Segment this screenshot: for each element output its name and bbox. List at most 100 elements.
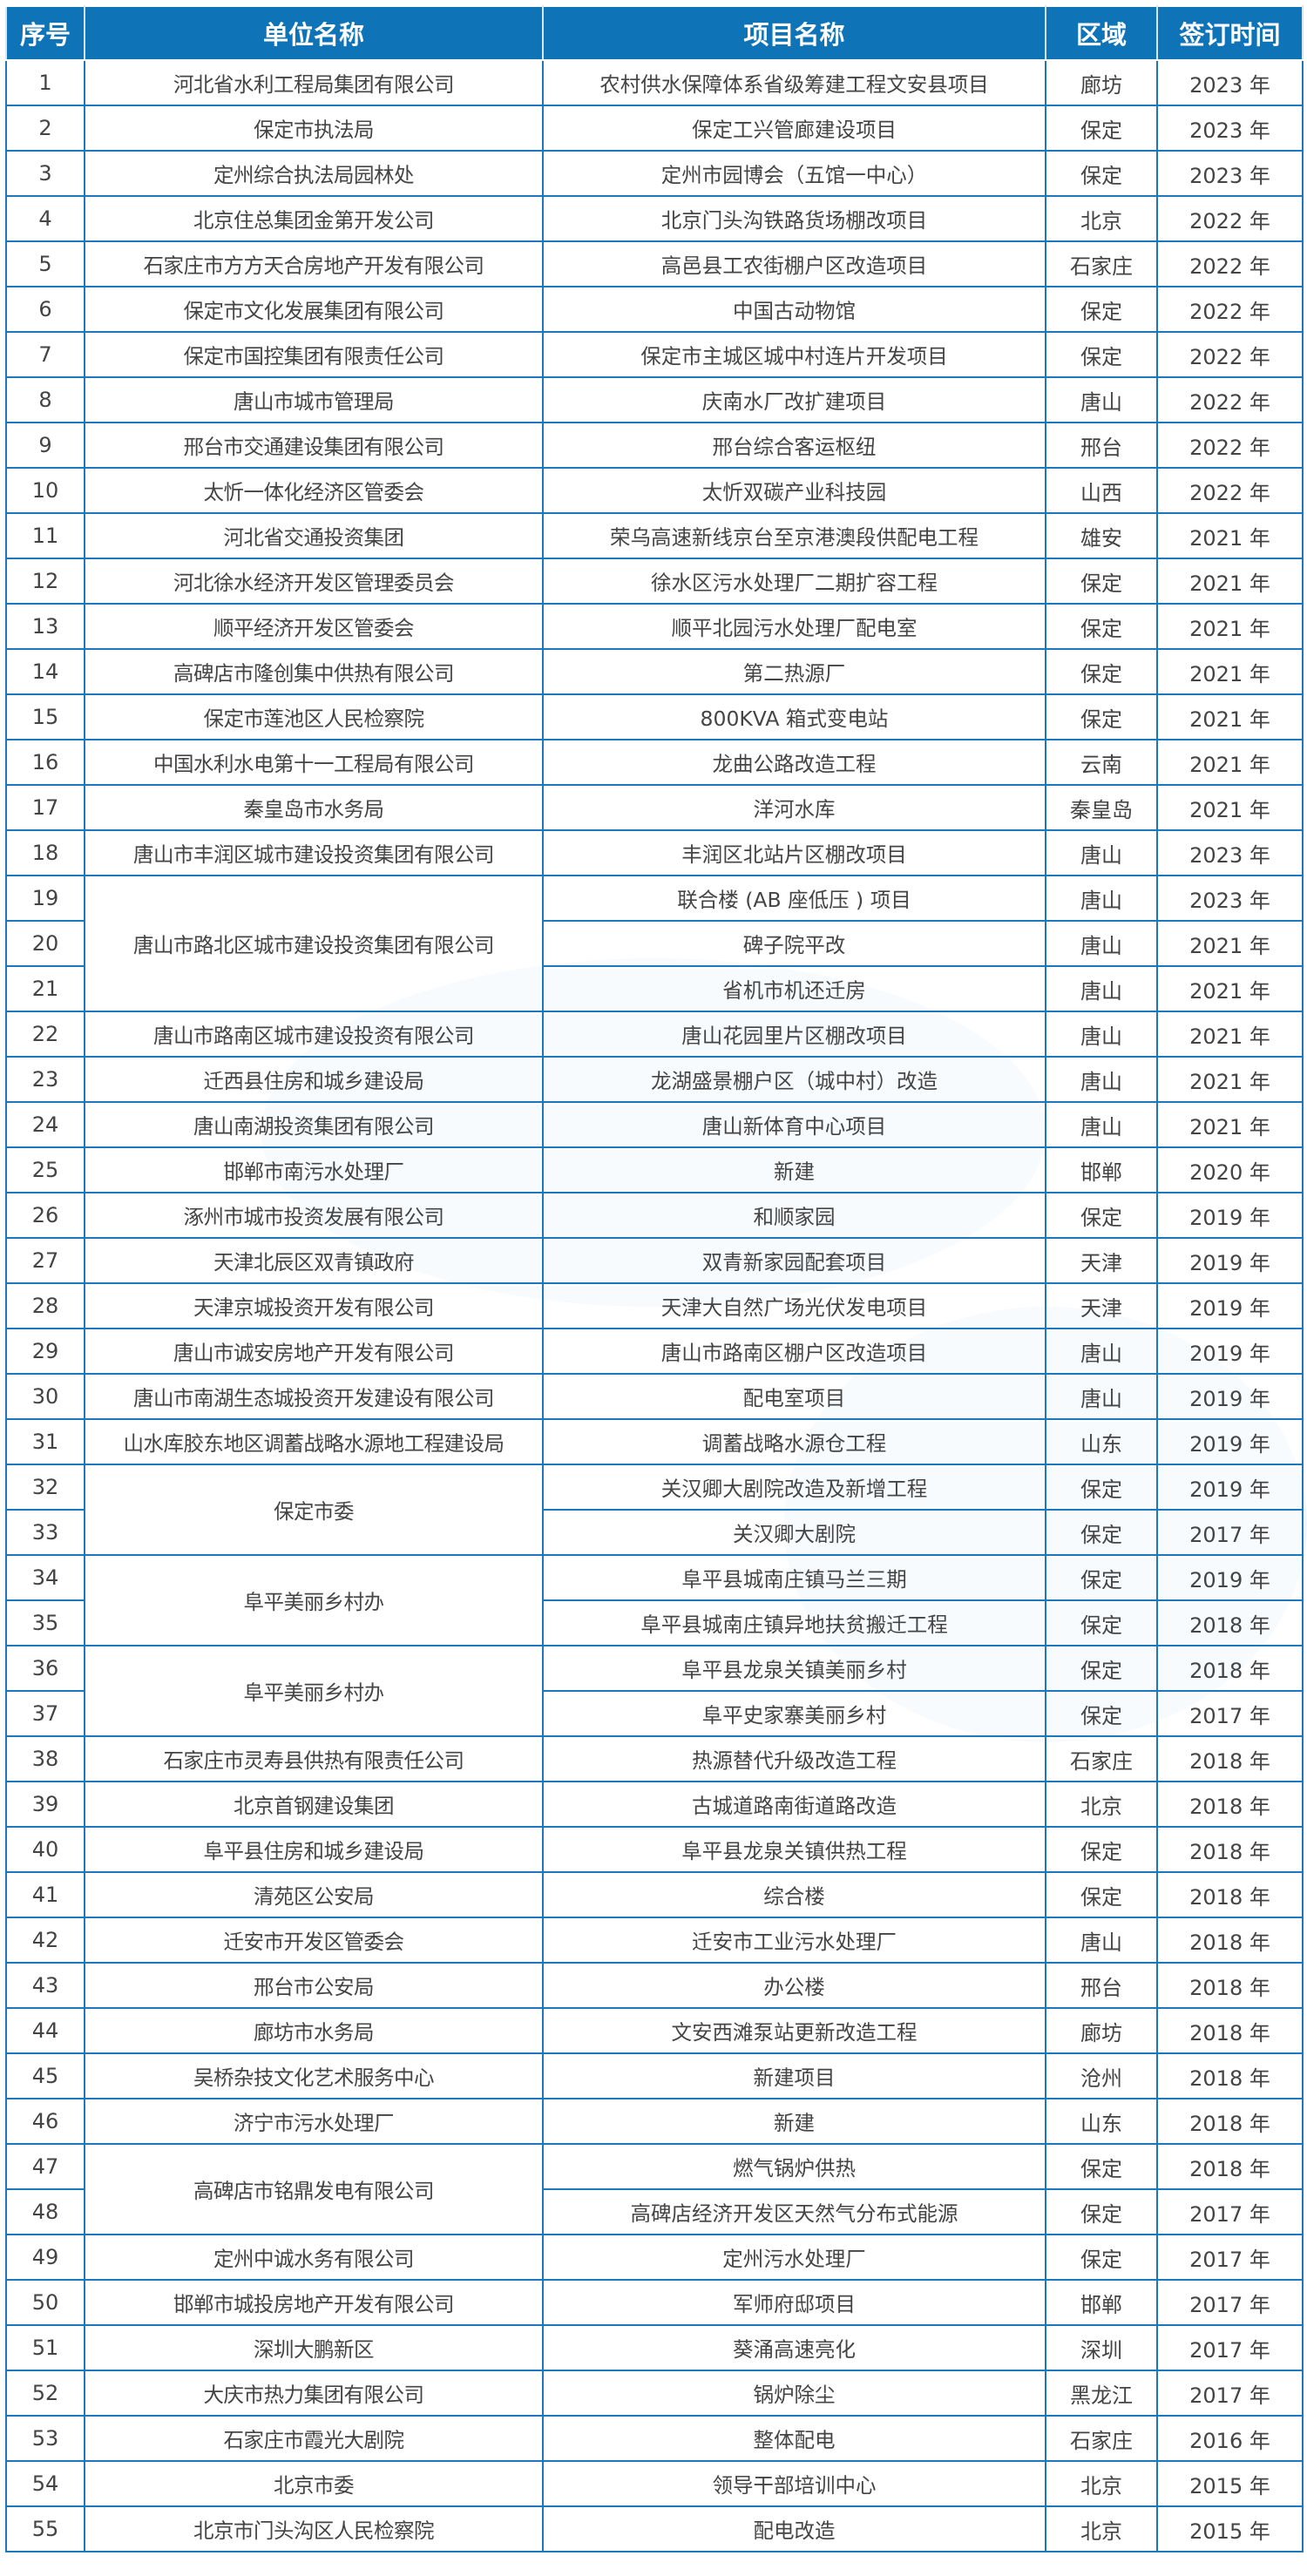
region-cell: 唐山 [1045, 829, 1158, 876]
unit-name-cell: 唐山市城市管理局 [84, 376, 544, 423]
region-cell: 邢台 [1045, 1962, 1158, 2009]
table-row: 4 北京住总集团金第开发公司 北京门头沟铁路货场棚改项目 北京 2022 年 [5, 195, 1304, 242]
table-row: 7 保定市国控集团有限责任公司 保定市主城区城中村连片开发项目 保定 2022 年 [5, 331, 1304, 378]
project-name-cell: 徐水区污水处理厂二期扩容工程 [542, 558, 1046, 605]
row-number: 15 [5, 693, 85, 740]
region-cell: 唐山 [1045, 376, 1158, 423]
row-number: 28 [5, 1282, 85, 1329]
project-name-cell: 配电改造 [542, 2505, 1046, 2552]
row-number: 25 [5, 1146, 85, 1193]
project-name-cell: 整体配电 [542, 2415, 1046, 2462]
project-name-cell: 中国古动物馆 [542, 286, 1046, 333]
signing-date-cell: 2018 年 [1156, 1917, 1304, 1964]
table-row: 53 石家庄市霞光大剧院 整体配电 石家庄 2016 年 [5, 2415, 1304, 2462]
signing-date-cell: 2022 年 [1156, 376, 1304, 423]
region-cell: 保定 [1045, 2234, 1158, 2281]
region-cell: 雄安 [1045, 512, 1158, 559]
row-number: 13 [5, 603, 85, 650]
unit-name-cell: 吴桥杂技文化艺术服务中心 [84, 2052, 544, 2099]
table-row: 18 唐山市丰润区城市建设投资集团有限公司 丰润区北站片区棚改项目 唐山 2023 年 [5, 829, 1304, 876]
signing-date-cell: 2023 年 [1156, 105, 1304, 152]
project-name-cell: 关汉卿大剧院改造及新增工程 [542, 1464, 1046, 1511]
region-cell: 黑龙江 [1045, 2370, 1158, 2417]
project-name-cell: 配电室项目 [542, 1373, 1046, 1420]
unit-name-cell: 高碑店市铭鼎发电有限公司 [84, 2143, 544, 2235]
signing-date-cell: 2016 年 [1156, 2415, 1304, 2462]
project-name-cell: 古城道路南街道路改造 [542, 1781, 1046, 1828]
unit-name-cell: 清苑区公安局 [84, 1871, 544, 1918]
table-row: 1 河北省水利工程局集团有限公司 农村供水保障体系省级筹建工程文安县项目 廊坊 2023… [5, 59, 1304, 106]
project-name-cell: 北京门头沟铁路货场棚改项目 [542, 195, 1046, 242]
signing-date-cell: 2023 年 [1156, 150, 1304, 197]
project-name-cell: 龙曲公路改造工程 [542, 739, 1046, 786]
region-cell: 保定 [1045, 150, 1158, 197]
unit-name-cell: 廊坊市水务局 [84, 2007, 544, 2054]
project-name-cell: 定州污水处理厂 [542, 2234, 1046, 2281]
unit-name-cell: 天津京城投资开发有限公司 [84, 1282, 544, 1329]
region-cell: 唐山 [1045, 920, 1158, 967]
unit-name-cell: 大庆市热力集团有限公司 [84, 2370, 544, 2417]
project-name-cell: 定州市园博会（五馆一中心） [542, 150, 1046, 197]
row-number: 44 [5, 2007, 85, 2054]
region-cell: 保定 [1045, 1554, 1158, 1601]
project-name-cell: 洋河水库 [542, 784, 1046, 831]
table-row: 15 保定市莲池区人民检察院 800KVA 箱式变电站 保定 2021 年 [5, 693, 1304, 740]
row-number: 35 [5, 1599, 85, 1646]
signing-date-cell: 2018 年 [1156, 2007, 1304, 2054]
project-name-cell: 新建项目 [542, 2052, 1046, 2099]
unit-name-cell: 唐山南湖投资集团有限公司 [84, 1101, 544, 1148]
unit-name-cell: 石家庄市霞光大剧院 [84, 2415, 544, 2462]
region-cell: 唐山 [1045, 1056, 1158, 1103]
row-number: 55 [5, 2505, 85, 2552]
row-number: 2 [5, 105, 85, 152]
table-row: 45 吴桥杂技文化艺术服务中心 新建项目 沧州 2018 年 [5, 2052, 1304, 2099]
row-number: 8 [5, 376, 85, 423]
region-cell: 保定 [1045, 1871, 1158, 1918]
region-cell: 沧州 [1045, 2052, 1158, 2099]
unit-name-cell: 唐山市丰润区城市建设投资集团有限公司 [84, 829, 544, 876]
table-row: 55 北京市门头沟区人民检察院 配电改造 北京 2015 年 [5, 2505, 1304, 2552]
unit-name-cell: 济宁市污水处理厂 [84, 2098, 544, 2145]
project-name-cell: 新建 [542, 1146, 1046, 1193]
unit-name-cell: 迁西县住房和城乡建设局 [84, 1056, 544, 1103]
unit-name-cell: 阜平美丽乡村办 [84, 1554, 544, 1646]
row-number: 1 [5, 59, 85, 106]
region-cell: 保定 [1045, 105, 1158, 152]
signing-date-cell: 2019 年 [1156, 1282, 1304, 1329]
table-row: 25 邯郸市南污水处理厂 新建 邯郸 2020 年 [5, 1146, 1304, 1193]
unit-name-cell: 保定市执法局 [84, 105, 544, 152]
table-row: 10 太忻一体化经济区管委会 太忻双碳产业科技园 山西 2022 年 [5, 467, 1304, 514]
signing-date-cell: 2018 年 [1156, 1826, 1304, 1873]
signing-date-cell: 2022 年 [1156, 286, 1304, 333]
row-number: 16 [5, 739, 85, 786]
table-row: 9 邢台市交通建设集团有限公司 邢台综合客运枢纽 邢台 2022 年 [5, 422, 1304, 469]
signing-date-cell: 2020 年 [1156, 1146, 1304, 1193]
region-cell: 秦皇岛 [1045, 784, 1158, 831]
table-row: 24 唐山南湖投资集团有限公司 唐山新体育中心项目 唐山 2021 年 [5, 1101, 1304, 1148]
row-number: 4 [5, 195, 85, 242]
signing-date-cell: 2021 年 [1156, 603, 1304, 650]
unit-name-cell: 北京首钢建设集团 [84, 1781, 544, 1828]
row-number: 6 [5, 286, 85, 333]
row-number: 22 [5, 1011, 85, 1058]
project-name-cell: 葵涌高速亮化 [542, 2324, 1046, 2371]
project-name-cell: 办公楼 [542, 1962, 1046, 2009]
unit-name-cell: 石家庄市灵寿县供热有限责任公司 [84, 1735, 544, 1782]
row-number: 17 [5, 784, 85, 831]
unit-name-cell: 定州中诚水务有限公司 [84, 2234, 544, 2281]
signing-date-cell: 2019 年 [1156, 1464, 1304, 1511]
table-row: 54 北京市委 领导干部培训中心 北京 2015 年 [5, 2460, 1304, 2507]
region-cell: 保定 [1045, 1826, 1158, 1873]
unit-name-cell: 阜平美丽乡村办 [84, 1645, 544, 1737]
project-name-cell: 文安西滩泵站更新改造工程 [542, 2007, 1046, 2054]
signing-date-cell: 2017 年 [1156, 1690, 1304, 1737]
row-number: 32 [5, 1464, 85, 1511]
table-row: 49 定州中诚水务有限公司 定州污水处理厂 保定 2017 年 [5, 2234, 1304, 2281]
table-row: 39 北京首钢建设集团 古城道路南街道路改造 北京 2018 年 [5, 1781, 1304, 1828]
region-cell: 唐山 [1045, 875, 1158, 922]
project-name-cell: 调蓄战略水源仓工程 [542, 1418, 1046, 1465]
table-row: 22 唐山市路南区城市建设投资有限公司 唐山花园里片区棚改项目 唐山 2021 年 [5, 1011, 1304, 1058]
table-row: 19 唐山市路北区城市建设投资集团有限公司 联合楼 (AB 座低压 ) 项目 唐山 20… [5, 875, 1304, 1012]
unit-name-cell: 河北省交通投资集团 [84, 512, 544, 559]
unit-name-cell: 山水库胶东地区调蓄战略水源地工程建设局 [84, 1418, 544, 1465]
